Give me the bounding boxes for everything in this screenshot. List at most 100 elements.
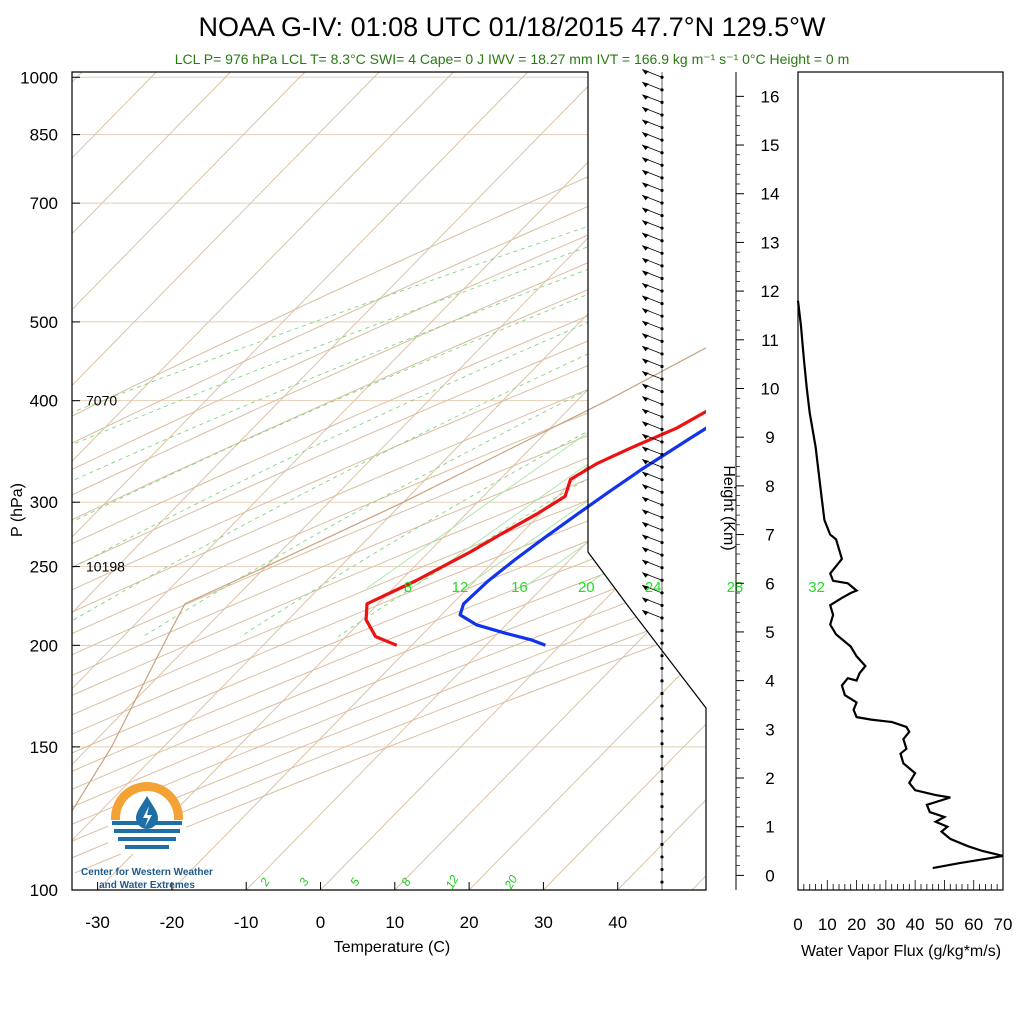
height-tick-label: 4 [765,672,774,691]
background-lines [72,72,706,890]
temperature-tick-label: 30 [534,913,553,932]
height-tick-label: 12 [761,282,780,301]
chart-subtitle: LCL P= 976 hPa LCL T= 8.3°C SWI= 4 Cape=… [175,51,850,67]
flux-tick-label: 0 [793,915,802,934]
mixing-ratio-label: 8 [404,579,412,596]
pressure-tick-label: 250 [30,558,58,577]
chart-title: NOAA G-IV: 01:08 UTC 01/18/2015 47.7°N 1… [199,12,826,42]
flux-tick-label: 30 [876,915,895,934]
height-tick-label: 13 [761,233,780,252]
pressure-tick-label: 150 [30,738,58,757]
wind-station-dot [660,880,664,884]
mixing-ratio-bottom-label: 12 [443,872,462,891]
wind-station-dot [660,704,664,708]
temperature-tick-label: 40 [608,913,627,932]
temperature-axis: -30 -20 -10 0 10 20 30 40 [85,882,627,932]
pressure-axis: 100 150 200 250 300 400 500 700 850 1000 [20,68,80,900]
wind-station-dot [660,553,664,557]
logo-org-line1: Center for Western Weather [81,867,213,878]
wind-station-dot [660,666,664,670]
height-tick-label: 2 [765,769,774,788]
wind-station-dot [660,779,664,784]
wind-station-dot [660,641,664,645]
height-tick-label: 11 [761,331,779,350]
pressure-tick-label: 700 [30,194,58,213]
cw3e-logo: Center for Western Weather and Water Ext… [81,782,213,891]
pressure-tick-label: 200 [30,636,58,655]
wind-barbs [642,69,664,890]
mixing-ratio-label: 16 [511,579,528,596]
mixing-ratio-lines [72,186,706,637]
height-tick-label: 3 [765,720,774,739]
pressure-tick-label: 1000 [20,68,58,87]
temperature-tick-label: 10 [385,913,404,932]
flux-tick-label: 10 [818,915,837,934]
height-tick-label: 5 [765,623,774,642]
wind-station-dot [660,729,664,733]
mixing-ratio-bottom-label: 5 [347,875,363,888]
wind-station-dot [660,603,664,608]
mixing-ratio-bottom-label: 2 [257,875,273,889]
temperature-tick-label: 0 [316,913,325,932]
mixing-ratio-label: 32 [808,579,825,596]
flux-y-axis-label: Height (Km) [720,465,737,550]
wind-station-dot [660,842,664,846]
wind-station-dot [660,830,664,834]
geopotential-height-label: 7070 [86,393,117,409]
wind-station-dot [660,616,664,620]
geopotential-height-label: 10198 [86,559,125,575]
height-tick-label: 10 [761,379,780,398]
temperature-tick-label: -30 [85,913,110,932]
wind-station-dot [660,767,664,771]
pressure-tick-label: 850 [30,126,58,145]
flux-tick-label: 20 [847,915,866,934]
pressure-tick-label: 300 [30,493,58,512]
wind-station-dot [660,805,664,809]
flux-plot-frame [797,71,1004,891]
height-tick-label: 16 [761,87,780,106]
y-axis-label: P (hPa) [9,483,26,537]
flux-axis: 0 10 20 30 40 50 60 70 [793,880,1012,934]
temperature-tick-label: -10 [234,913,259,932]
wind-station-dot [660,540,664,545]
temperature-tick-label: 20 [460,913,479,932]
series-dew-point-line [458,426,706,647]
height-tick-label: 0 [765,866,774,885]
flux-tick-label: 70 [994,915,1013,934]
flux-tick-label: 60 [964,915,983,934]
height-tick-label: 7 [765,526,774,545]
wind-station-dot [660,679,664,683]
wind-station-dot [660,691,664,696]
temperature-tick-label: -20 [160,913,185,932]
wind-station-dot [660,654,664,658]
wind-station-dot [660,792,664,796]
height-tick-label: 14 [761,185,780,204]
mixing-ratio-labels: 8 12 16 20 24 28 322 3 5 8 12 20 [257,579,825,892]
pressure-tick-label: 400 [30,392,58,411]
wind-station-dot [660,855,664,859]
flux-x-axis-label: Water Vapor Flux (g/kg*m/s) [801,943,1001,960]
height-tick-label: 15 [761,136,780,155]
pressure-tick-label: 100 [30,881,58,900]
flux-tick-label: 50 [935,915,954,934]
wind-station-dot [660,754,664,758]
x-axis-label: Temperature (C) [334,939,450,956]
mixing-ratio-label: 28 [727,579,744,596]
wind-station-dot [660,742,664,746]
mixing-ratio-label: 20 [578,579,595,596]
height-tick-label: 6 [765,574,774,593]
pressure-tick-label: 500 [30,313,58,332]
height-tick-label: 8 [765,477,774,496]
logo-org-line2: and Water Extremes [99,880,195,891]
wind-station-dot [660,716,664,721]
height-tick-label: 9 [765,428,774,447]
mixing-ratio-bottom-label: 3 [296,875,312,888]
height-annotations: 10198 7070 [86,393,125,575]
mixing-ratio-label: 24 [645,579,662,596]
wind-station-dot [660,628,664,633]
wind-station-dot [660,817,664,821]
mixing-ratio-bottom-label: 8 [398,875,414,888]
series-parcel-line [72,347,706,813]
plot-frame [71,71,707,891]
